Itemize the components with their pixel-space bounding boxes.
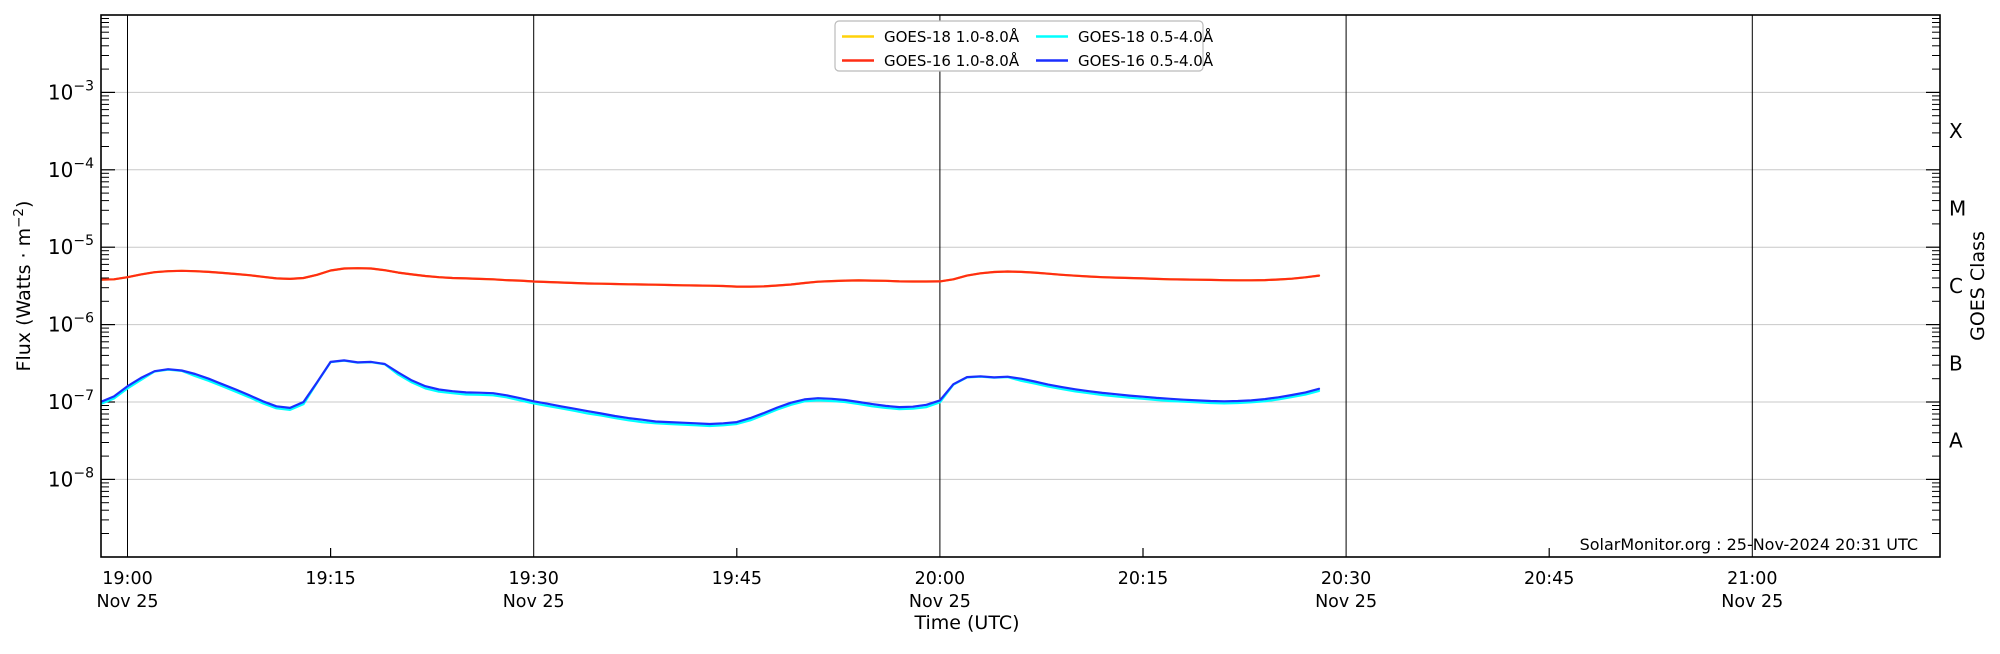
x-tick-label: 20:45 [1524,569,1574,589]
x-date-sublabel: Nov 25 [1315,592,1377,612]
goes-class-letter: B [1949,351,1963,375]
x-date-sublabel: Nov 25 [503,592,565,612]
y-tick-label: 10−3 [48,78,94,104]
y-tick-label: 10−5 [48,233,94,259]
series-goes16-short [101,359,1321,426]
series-goes16-long [101,267,1321,288]
legend-label: GOES-18 0.5-4.0Å [1078,27,1214,46]
legend-item: GOES-18 1.0-8.0Å [842,27,1020,46]
x-date-sublabel: Nov 25 [1721,592,1783,612]
x-tick-label: 20:00 [915,569,965,589]
legend-item: GOES-16 0.5-4.0Å [1036,51,1214,70]
plot-frame [100,14,1941,558]
x-tick-label: 19:30 [508,569,558,589]
goes-class-letter: C [1949,274,1963,298]
series-goes18-short [101,359,1321,428]
x-axis-title: Time (UTC) [913,612,1019,634]
x-tick-label: 20:30 [1321,569,1371,589]
legend-box [834,20,1204,72]
goes-class-letter: X [1949,119,1963,143]
legend-item: GOES-18 0.5-4.0Å [1036,27,1214,46]
x-date-sublabel: Nov 25 [909,592,971,612]
legend-label: GOES-16 1.0-8.0Å [884,51,1020,70]
legend-label: GOES-18 1.0-8.0Å [884,27,1020,46]
y-tick-label: 10−7 [48,388,94,414]
right-y-axis-title: GOES Class [1967,231,1989,341]
x-tick-label: 19:15 [305,569,355,589]
y-tick-label: 10−6 [48,311,94,337]
x-date-sublabel: Nov 25 [97,592,159,612]
watermark-text: SolarMonitor.org : 25-Nov-2024 20:31 UTC [1580,535,1918,554]
goes-class-letter: M [1949,197,1966,221]
x-tick-label: 19:45 [712,569,762,589]
legend: GOES-18 1.0-8.0Å GOES-16 1.0-8.0Å GOES-18 … [834,20,1214,72]
legend-item: GOES-16 1.0-8.0Å [842,51,1020,70]
x-tick-label: 21:00 [1727,569,1777,589]
y-tick-label: 10−4 [48,156,94,182]
legend-label: GOES-16 0.5-4.0Å [1078,51,1214,70]
y-tick-label: 10−8 [48,465,94,491]
x-tick-label: 20:15 [1118,569,1168,589]
y-axis-title: Flux (Watts · m−2) [11,201,35,372]
x-tick-label: 19:00 [102,569,152,589]
goes-class-letter: A [1949,429,1963,453]
